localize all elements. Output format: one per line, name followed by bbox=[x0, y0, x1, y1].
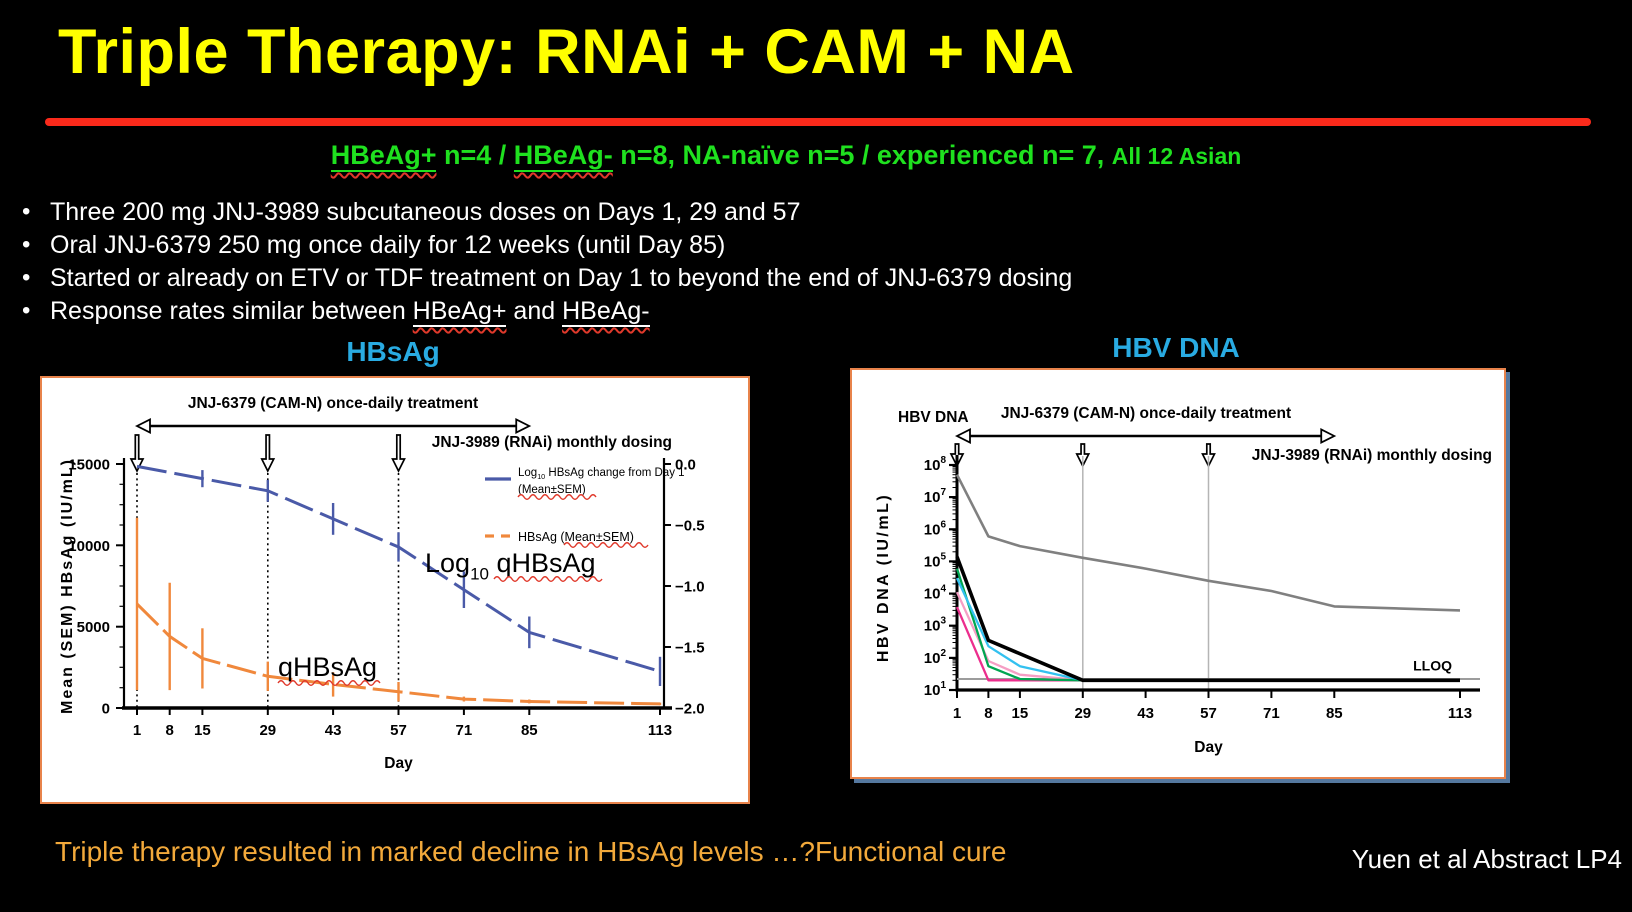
svg-text:5000: 5000 bbox=[77, 619, 110, 636]
svg-text:HBsAg (Mean±SEM): HBsAg (Mean±SEM) bbox=[518, 530, 634, 544]
bullet-item: Response rates similar between HBeAg+ an… bbox=[14, 294, 1072, 328]
series-patient-gray bbox=[955, 474, 1461, 612]
svg-text:103: 103 bbox=[924, 616, 947, 635]
svg-text:85: 85 bbox=[521, 722, 538, 739]
svg-text:0: 0 bbox=[102, 701, 110, 718]
bullet-item: Started or already on ETV or TDF treatme… bbox=[14, 261, 1073, 295]
red-divider bbox=[45, 118, 1591, 126]
svg-text:57: 57 bbox=[1200, 705, 1217, 722]
bullet-hbeag-pos: HBeAg+ bbox=[412, 297, 507, 327]
svg-text:102: 102 bbox=[924, 648, 947, 667]
hbvdna-chart-panel: HBV DNA JNJ-6379 (CAM-N) once-daily treat… bbox=[850, 368, 1506, 779]
dose-arrow-icon bbox=[391, 434, 406, 473]
subtitle-seg5: All 12 Asian bbox=[1111, 143, 1242, 169]
subtitle-hbeag-neg: HBeAg- bbox=[513, 140, 613, 172]
bullet-text: and bbox=[506, 297, 563, 325]
inner-chart-label: HBV DNA bbox=[898, 409, 969, 426]
svg-text:15: 15 bbox=[1012, 705, 1029, 722]
hbsag-chart-title: HBsAg bbox=[346, 336, 440, 367]
subtitle-seg4: n=8, NA-naïve n=5 / experienced n= 7, bbox=[612, 140, 1112, 170]
bullet-item: Oral JNJ-6379 250 mg once daily for 12 w… bbox=[14, 228, 1072, 262]
rnai-dosing-label: JNJ-3989 (RNAi) monthly dosing bbox=[1252, 447, 1492, 464]
svg-text:113: 113 bbox=[648, 722, 672, 739]
svg-text:1: 1 bbox=[953, 705, 961, 722]
bullet-list: Three 200 mg JNJ-3989 subcutaneous doses… bbox=[14, 195, 1073, 328]
annotation-qhbsag: qHBsAg bbox=[278, 652, 377, 682]
svg-text:10000: 10000 bbox=[68, 538, 110, 555]
hbvdna-svg: HBV DNA JNJ-6379 (CAM-N) once-daily treat… bbox=[875, 405, 1492, 756]
svg-text:0.0: 0.0 bbox=[675, 457, 696, 474]
svg-text:43: 43 bbox=[1137, 705, 1154, 722]
svg-text:104: 104 bbox=[924, 584, 947, 603]
bullet-item: Three 200 mg JNJ-3989 subcutaneous doses… bbox=[14, 195, 1072, 229]
treatment-arrow-label: JNJ-6379 (CAM-N) once-daily treatment bbox=[1001, 405, 1291, 422]
bullet-hbeag-neg: HBeAg- bbox=[562, 297, 650, 327]
dose-arrow-icon bbox=[1201, 443, 1216, 468]
bullet-text: Response rates similar between bbox=[50, 297, 413, 325]
x-axis-label: Day bbox=[384, 755, 413, 772]
lloq-label: LLOQ bbox=[1413, 657, 1452, 673]
dose-arrow-icon bbox=[260, 434, 276, 473]
svg-text:57: 57 bbox=[390, 722, 407, 739]
treatment-arrow-label: JNJ-6379 (CAM-N) once-daily treatment bbox=[188, 395, 478, 412]
svg-text:8: 8 bbox=[984, 705, 992, 722]
svg-text:71: 71 bbox=[1263, 705, 1280, 722]
svg-text:105: 105 bbox=[924, 551, 947, 570]
svg-text:85: 85 bbox=[1326, 705, 1343, 722]
svg-text:8: 8 bbox=[166, 722, 174, 739]
subtitle-seg2: n=4 / bbox=[436, 140, 514, 170]
svg-text:43: 43 bbox=[325, 722, 342, 739]
arrowhead-icon bbox=[954, 428, 971, 444]
svg-text:Log10 HBsAg change from Day 1: Log10 HBsAg change from Day 1 bbox=[518, 467, 685, 481]
wavy-underline bbox=[493, 576, 603, 582]
wavy-underline bbox=[277, 680, 381, 686]
svg-text:1: 1 bbox=[133, 722, 141, 739]
y-axis-label: HBV DNA (IU/mL) bbox=[875, 493, 892, 662]
series-qhbsag-mean bbox=[135, 602, 661, 706]
dose-arrow-icon bbox=[129, 434, 145, 473]
svg-text:101: 101 bbox=[924, 680, 947, 699]
conclusion-text: Triple therapy resulted in marked declin… bbox=[55, 836, 1007, 867]
svg-text:113: 113 bbox=[1448, 705, 1472, 722]
svg-text:(Mean±SEM): (Mean±SEM) bbox=[518, 484, 586, 496]
legend: Log10 HBsAg change from Day 1 (Mean±SEM) H… bbox=[485, 467, 685, 548]
bullet-text: Started or already on ETV or TDF treatme… bbox=[50, 264, 1073, 292]
hbsag-chart-panel: JNJ-6379 (CAM-N) once-daily treatment JNJ… bbox=[40, 376, 750, 804]
arrowhead-icon bbox=[1320, 428, 1337, 444]
svg-text:29: 29 bbox=[259, 722, 276, 739]
bullet-text: Three 200 mg JNJ-3989 subcutaneous doses… bbox=[50, 198, 801, 226]
x-axis-label: Day bbox=[1194, 739, 1223, 756]
series-log10-hbsag-change bbox=[136, 464, 661, 673]
y-axis-label: Mean (SEM) HBsAg (IU/mL) bbox=[59, 458, 76, 714]
svg-text:107: 107 bbox=[924, 487, 947, 506]
citation-text: Yuen et al Abstract LP4 bbox=[1351, 844, 1622, 874]
svg-text:71: 71 bbox=[456, 722, 473, 739]
series-patients-pooled-black bbox=[955, 556, 1460, 683]
bullet-text: Oral JNJ-6379 250 mg once daily for 12 w… bbox=[50, 231, 726, 259]
svg-text:15000: 15000 bbox=[68, 457, 110, 474]
hbvdna-chart-title: HBV DNA bbox=[1112, 332, 1240, 363]
subtitle-hbeag-pos: HBeAg+ bbox=[330, 140, 437, 172]
arrowhead-icon bbox=[134, 418, 151, 434]
svg-text:−2.0: −2.0 bbox=[675, 701, 705, 718]
hbsag-svg: JNJ-6379 (CAM-N) once-daily treatment JNJ… bbox=[59, 395, 705, 772]
svg-text:−1.5: −1.5 bbox=[675, 640, 705, 657]
svg-text:108: 108 bbox=[924, 455, 947, 474]
subtitle: HBeAg+ n=4 / HBeAg- n=8, NA-naïve n=5 / … bbox=[0, 140, 1572, 172]
svg-text:106: 106 bbox=[924, 519, 947, 538]
arrowhead-icon bbox=[515, 418, 532, 434]
svg-text:29: 29 bbox=[1074, 705, 1091, 722]
svg-text:15: 15 bbox=[194, 722, 211, 739]
page-title: Triple Therapy: RNAi + CAM + NA bbox=[58, 17, 1075, 87]
rnai-dosing-label: JNJ-3989 (RNAi) monthly dosing bbox=[432, 434, 672, 451]
svg-text:−0.5: −0.5 bbox=[675, 518, 705, 535]
wavy-underline bbox=[517, 494, 597, 500]
wavy-underline bbox=[563, 542, 649, 548]
dose-arrow-icon bbox=[1075, 443, 1091, 468]
svg-text:−1.0: −1.0 bbox=[675, 579, 705, 596]
